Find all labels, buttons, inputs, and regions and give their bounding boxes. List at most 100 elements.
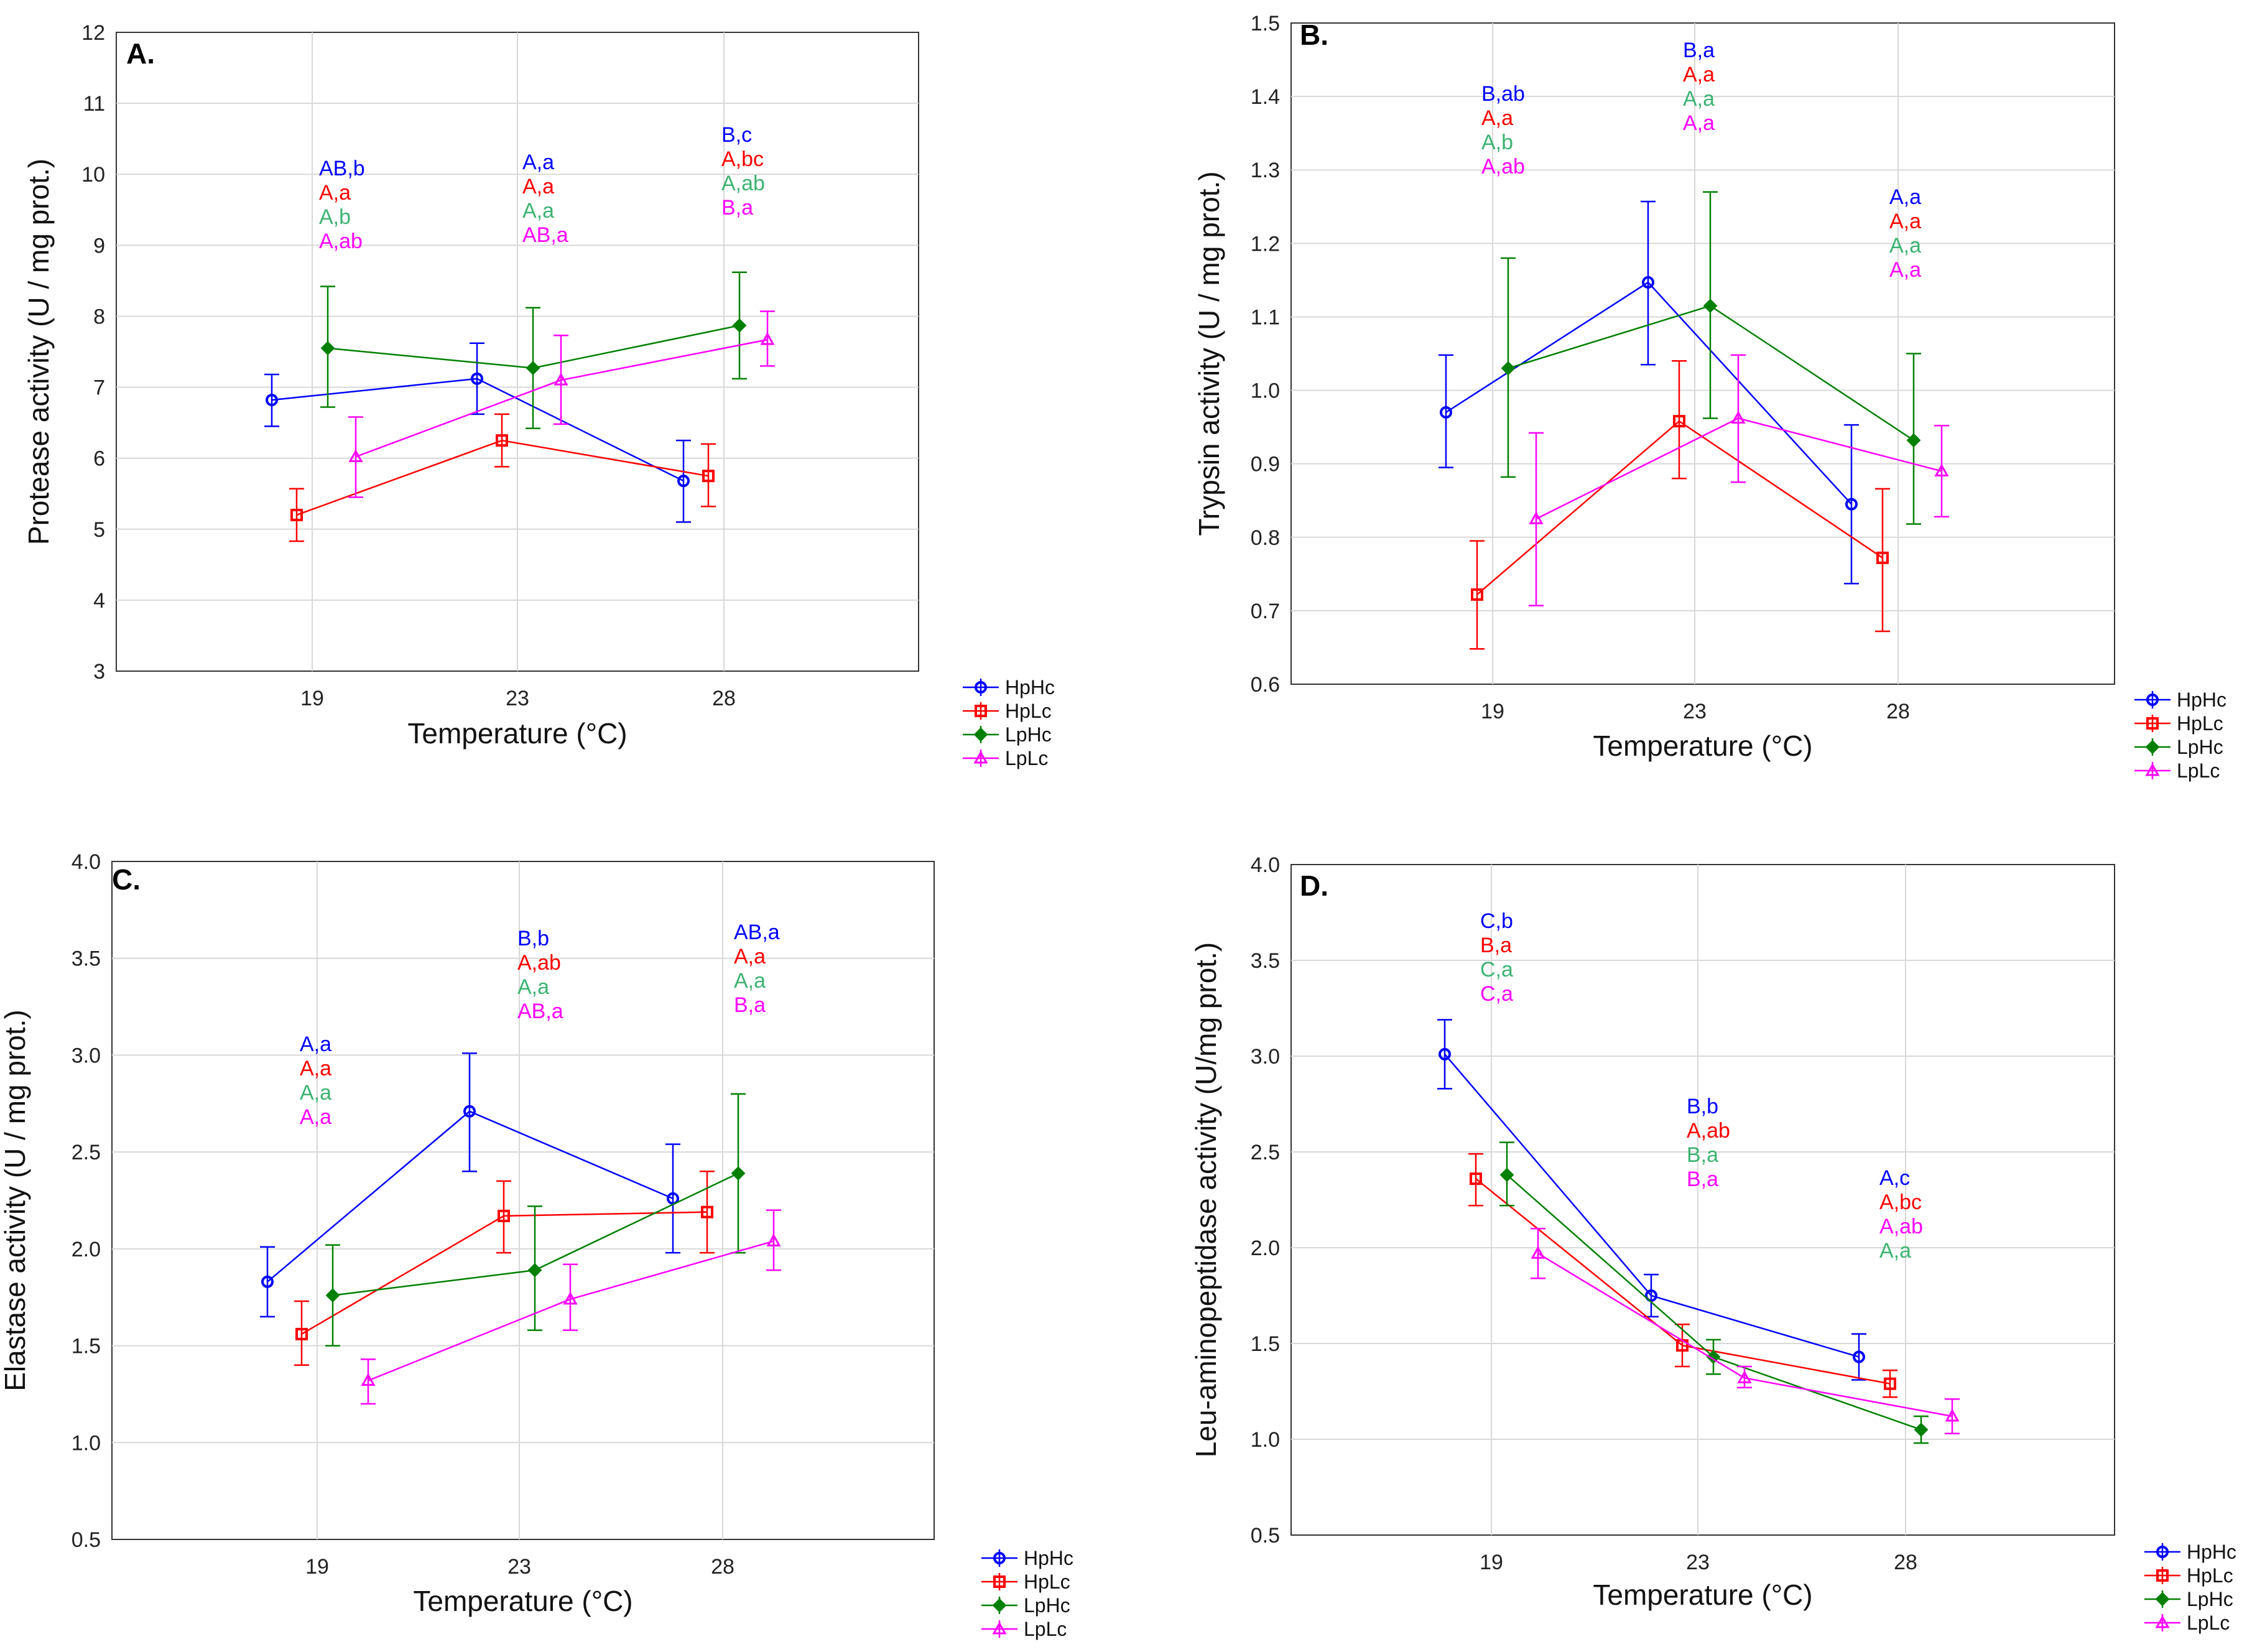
data-point <box>1499 1167 1514 1182</box>
y-tick-label: 1.5 <box>1251 1332 1280 1356</box>
y-tick-label: 1.5 <box>72 1335 101 1358</box>
significance-label: C,a <box>1480 982 1513 1006</box>
legend-label: LpHc <box>1005 723 1052 746</box>
data-point <box>290 508 303 521</box>
data-point <box>527 1263 542 1278</box>
x-tick-label: 23 <box>1686 1551 1710 1574</box>
significance-label: A,a <box>1889 258 1921 282</box>
significance-label: B,a <box>734 993 766 1017</box>
legend-marker <box>2145 740 2160 754</box>
series-HpLc <box>294 1171 715 1366</box>
legend-marker <box>992 1621 1007 1635</box>
series-LpLc <box>348 310 775 498</box>
y-tick-label: 12 <box>81 21 105 45</box>
data-point <box>1731 411 1746 424</box>
significance-label: A,a <box>1889 210 1921 233</box>
data-point <box>1470 1172 1482 1186</box>
legend-marker <box>2146 694 2159 706</box>
data-point <box>1876 551 1889 564</box>
data-point <box>1914 1422 1929 1437</box>
x-tick-label: 19 <box>305 1555 329 1579</box>
series-LpHc <box>1499 1141 1929 1444</box>
significance-label: A,ab <box>319 230 363 253</box>
data-point <box>1934 463 1949 476</box>
legend-marker <box>975 705 987 717</box>
x-tick-label: 28 <box>1894 1551 1917 1574</box>
x-tick-label: 28 <box>712 687 736 710</box>
y-tick-label: 2.0 <box>1251 1237 1280 1260</box>
data-point <box>1706 1350 1721 1364</box>
legend-label: HpHc <box>1005 676 1055 698</box>
data-point <box>1945 1408 1960 1422</box>
chart-panel-4: 0.5 1.0 1.5 2.0 2.5 3.0 3.5 4.0 19 23 28 Temperatur… <box>1190 853 2236 1634</box>
series-LpHc <box>1501 191 1921 525</box>
significance-label: A,bc <box>721 147 764 171</box>
significance-label: A,a <box>319 181 351 205</box>
legend-marker <box>993 1552 1006 1564</box>
data-point <box>1440 406 1452 419</box>
data-point <box>554 373 568 386</box>
significance-label: A,a <box>522 175 554 198</box>
legend-label: LpLc <box>1024 1618 1067 1640</box>
x-axis-label: Temperature (°C) <box>1593 1579 1812 1611</box>
data-point <box>348 449 363 462</box>
y-tick-label: 0.6 <box>1251 673 1280 697</box>
significance-label: AB,a <box>517 1000 563 1023</box>
data-point <box>325 1288 340 1303</box>
y-axis-label: Trypsin activity (U / mg prot.) <box>1193 171 1225 536</box>
x-axis-label: Temperature (°C) <box>407 717 627 749</box>
y-axis-label: Protease activity (U / mg prot.) <box>22 159 55 545</box>
data-point <box>1645 1289 1657 1302</box>
series-LpLc <box>1531 1227 1960 1435</box>
y-tick-label: 7 <box>93 376 105 400</box>
data-point <box>361 1373 376 1386</box>
legend-label: LpLc <box>2187 1612 2230 1634</box>
y-tick-label: 2.0 <box>72 1238 101 1261</box>
data-point <box>1673 415 1685 428</box>
y-tick-label: 1.0 <box>1251 1428 1280 1452</box>
y-axis-label: Leu-aminopeptidase activity (U/mg prot.) <box>1190 942 1222 1457</box>
series-LpLc <box>1529 354 1949 606</box>
significance-label: A,a <box>1683 63 1715 86</box>
data-point <box>1703 299 1718 313</box>
y-tick-label: 1.2 <box>1251 232 1280 256</box>
series-HpHc <box>264 342 691 523</box>
significance-label: A,a <box>517 975 549 999</box>
significance-label: A,a <box>1683 87 1715 111</box>
data-point <box>496 434 508 447</box>
data-point <box>1642 276 1654 289</box>
legend-label: HpHc <box>2187 1541 2236 1563</box>
legend-marker <box>2156 1569 2169 1582</box>
panel-letter: D. <box>1300 870 1328 902</box>
legend-marker <box>2155 1592 2170 1607</box>
significance-label: A,b <box>319 205 351 229</box>
plot-area <box>111 861 935 1540</box>
significance-label: AB,b <box>319 157 365 180</box>
significance-label: A,ab <box>1481 155 1525 179</box>
y-tick-label: 1.3 <box>1251 159 1280 182</box>
y-tick-label: 2.5 <box>1251 1141 1280 1164</box>
y-tick-label: 8 <box>93 305 105 328</box>
y-tick-label: 9 <box>93 234 105 258</box>
data-point <box>667 1192 679 1205</box>
significance-label: B,a <box>1480 934 1512 957</box>
y-tick-label: 1.1 <box>1251 305 1280 329</box>
y-tick-label: 3.5 <box>72 947 101 971</box>
y-tick-label: 1.4 <box>1251 85 1280 109</box>
data-point <box>701 1205 713 1218</box>
series-LpHc <box>325 1093 746 1347</box>
significance-label: B,a <box>1683 39 1715 62</box>
significance-label: A,c <box>1879 1166 1910 1190</box>
significance-label: AB,a <box>522 223 568 247</box>
data-point <box>1884 1377 1896 1390</box>
data-point <box>463 1105 476 1118</box>
data-point <box>1471 588 1483 601</box>
data-point <box>1531 1246 1545 1259</box>
legend-label: HpHc <box>1024 1547 1073 1569</box>
legend-marker <box>973 727 988 742</box>
x-tick-label: 23 <box>1683 700 1707 723</box>
x-tick-label: 23 <box>507 1555 531 1579</box>
y-tick-label: 0.9 <box>1251 453 1280 476</box>
